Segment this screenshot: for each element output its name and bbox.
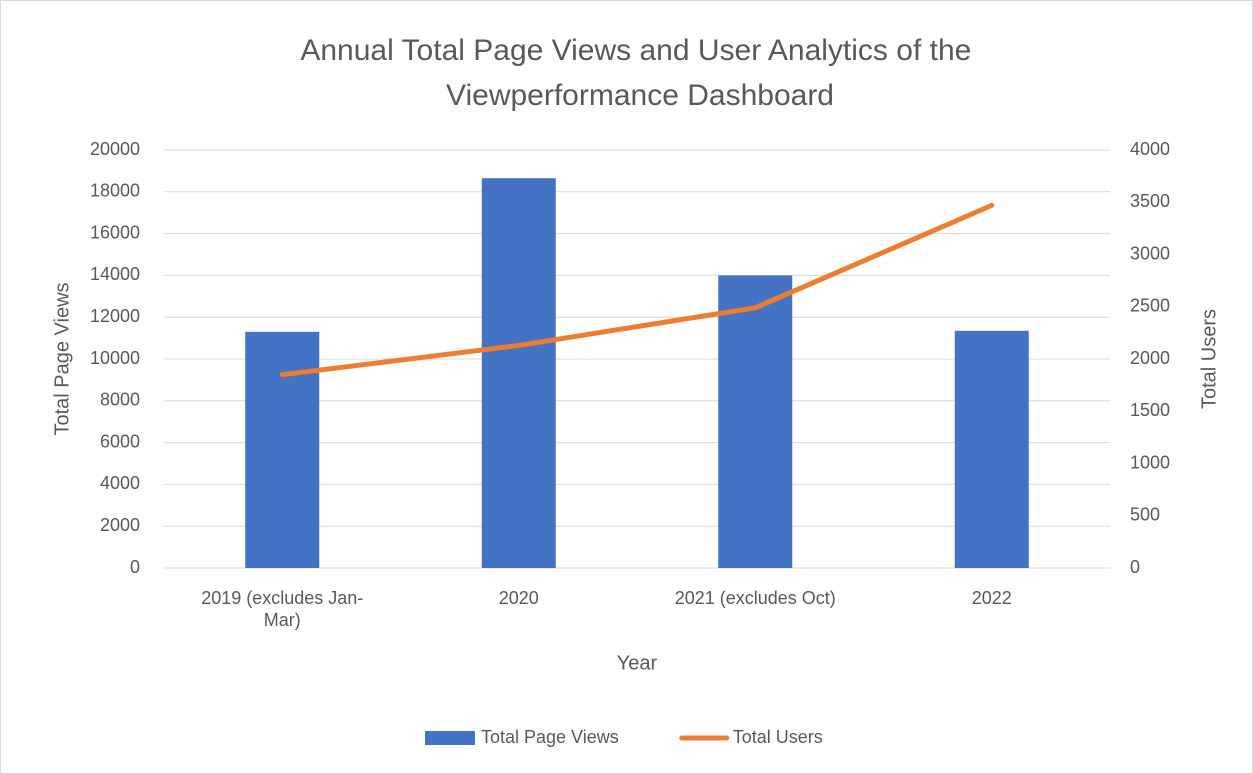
y-tick-label: 16000 — [90, 222, 140, 242]
legend-label: Total Users — [733, 727, 823, 747]
y2-tick-label: 3500 — [1130, 191, 1170, 211]
y-tick-label: 14000 — [90, 264, 140, 284]
y-tick-label: 0 — [130, 557, 140, 577]
bar — [481, 178, 556, 568]
x-tick-label: 2020 — [499, 588, 539, 608]
y-tick-label: 2000 — [100, 515, 140, 535]
y2-tick-label: 0 — [1130, 557, 1140, 577]
y-tick-label: 8000 — [100, 390, 140, 410]
x-axis-title: Year — [617, 652, 658, 674]
bar — [954, 330, 1029, 568]
chart-title: Annual Total Page Views and User Analyti… — [300, 34, 979, 112]
y2-tick-label: 2500 — [1130, 296, 1170, 316]
y-tick-label: 6000 — [100, 431, 140, 451]
legend-swatch — [425, 731, 475, 745]
y2-tick-label: 500 — [1130, 505, 1160, 525]
y2-tick-label: 2000 — [1130, 348, 1170, 368]
y2-tick-label: 1500 — [1130, 400, 1170, 420]
y-axis-title: Total Page Views — [51, 282, 73, 435]
y-tick-label: 20000 — [90, 139, 140, 159]
y-tick-label: 10000 — [90, 348, 140, 368]
legend-label: Total Page Views — [481, 727, 619, 747]
x-tick-label: 2019 (excludes Jan-Mar) — [201, 588, 363, 630]
x-tick-label: 2022 — [972, 588, 1012, 608]
bar — [245, 331, 320, 568]
x-tick-label: 2021 (excludes Oct) — [675, 588, 836, 608]
y2-tick-label: 1000 — [1130, 452, 1170, 472]
y2-tick-label: 4000 — [1130, 139, 1170, 159]
line — [279, 202, 995, 378]
y2-axis-title: Total Users — [1198, 309, 1220, 409]
bar — [718, 275, 793, 568]
y-tick-label: 12000 — [90, 306, 140, 326]
y-tick-label: 4000 — [100, 473, 140, 493]
y2-tick-label: 3000 — [1130, 243, 1170, 263]
y-tick-label: 18000 — [90, 181, 140, 201]
